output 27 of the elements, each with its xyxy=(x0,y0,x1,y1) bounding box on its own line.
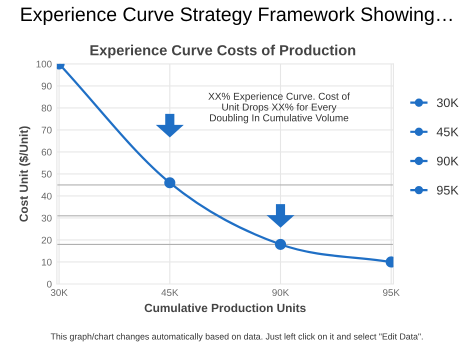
x-tick-label: 30K xyxy=(50,289,68,296)
y-tick-label: 80 xyxy=(42,104,52,112)
x-tick-label: 95K xyxy=(383,289,400,296)
legend-label: 45K xyxy=(436,128,458,136)
y-tick-label: 60 xyxy=(42,148,52,156)
y-tick-label: 30 xyxy=(42,214,52,222)
y-tick-label: 0 xyxy=(46,280,52,288)
point xyxy=(164,177,176,188)
y-tick-label: 100 xyxy=(36,60,52,68)
chart-title: Experience Curve Strategy Framework Showing… xyxy=(21,6,452,26)
x-tick-label: 45K xyxy=(161,289,178,296)
legend-label: 95K xyxy=(436,186,458,195)
y-axis-title: Cost Unit ($/Unit) xyxy=(19,126,30,222)
y-tick-label: 50 xyxy=(42,170,52,178)
legend-label: 30K xyxy=(436,98,458,108)
y-tick-label: 20 xyxy=(42,236,52,244)
text: This graph/chart changes automatically based on data. Just left click on it and select "Edit Data". xyxy=(50,333,423,342)
x-tick-label: 90K xyxy=(272,289,290,296)
y-tick-label: 40 xyxy=(41,192,52,200)
x-axis-title: Cumulative Production Units xyxy=(144,303,306,312)
point xyxy=(274,238,286,250)
chart-subtitle: Experience Curve Costs of Production xyxy=(90,44,356,58)
y-tick-label: 90 xyxy=(42,82,52,90)
annotation: XX% Experience Curve. Cost of Unit Drops XX% for Every Doubling In Cumulative Volume xyxy=(208,92,350,124)
legend-label: 90K xyxy=(436,156,458,166)
y-tick-label: 10 xyxy=(42,258,52,266)
y-tick-label: 70 xyxy=(42,126,52,134)
